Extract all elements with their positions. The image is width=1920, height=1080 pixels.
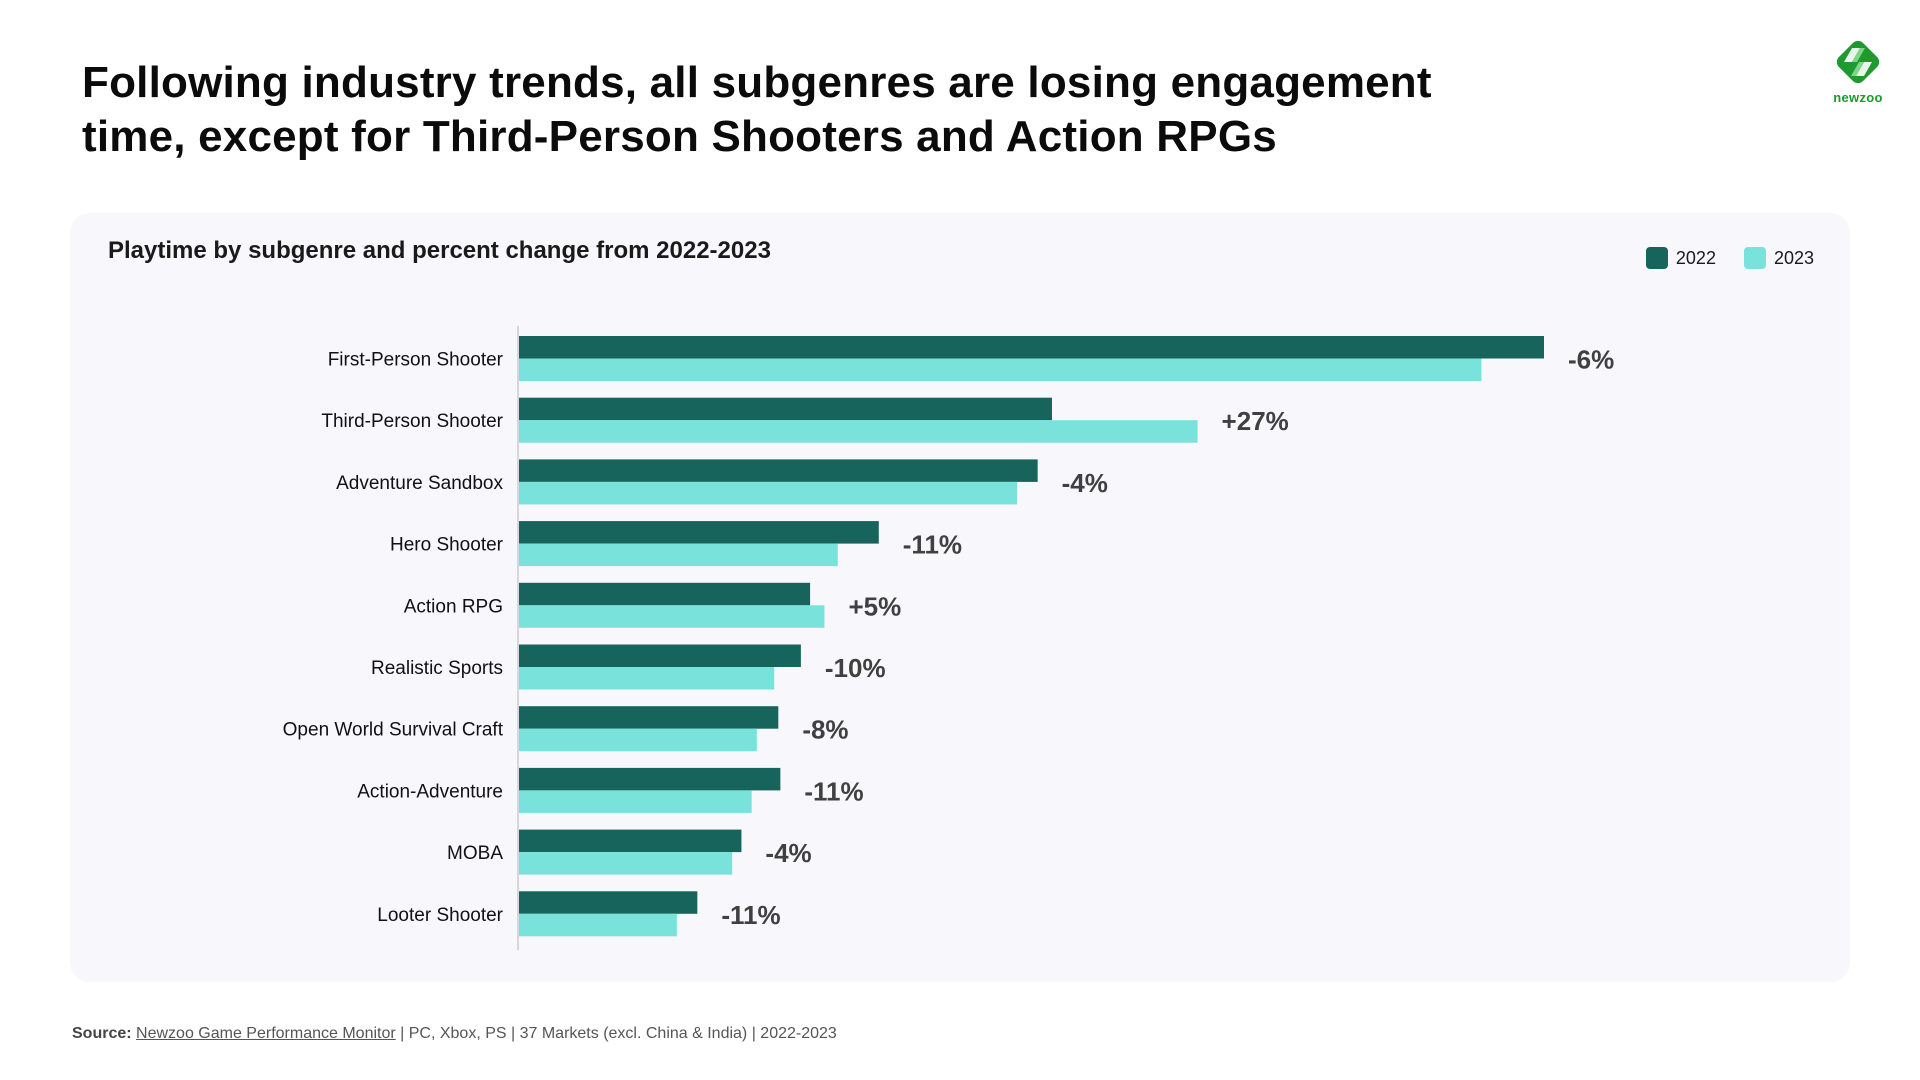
bar-2022 bbox=[519, 582, 811, 606]
source-label: Source: bbox=[72, 1025, 132, 1042]
logo-text: newzoo bbox=[1833, 90, 1883, 105]
page-title: Following industry trends, all subgenres… bbox=[82, 56, 1582, 164]
bar-2022 bbox=[519, 644, 801, 667]
legend-label-2023: 2023 bbox=[1773, 247, 1814, 268]
bar-2023 bbox=[519, 790, 752, 813]
legend-item-2022: 2022 bbox=[1645, 247, 1716, 269]
category-label: Looter Shooter bbox=[377, 905, 503, 926]
percent-change-label: -6% bbox=[1568, 345, 1614, 375]
legend-label-2022: 2022 bbox=[1675, 247, 1716, 268]
category-label: Action-Adventure bbox=[357, 781, 503, 802]
category-label: Hero Shooter bbox=[390, 535, 504, 556]
newzoo-logo: newzoo bbox=[1826, 36, 1890, 106]
legend-item-2023: 2023 bbox=[1743, 247, 1814, 269]
source-link[interactable]: Newzoo Game Performance Monitor bbox=[136, 1025, 396, 1042]
bar-2022 bbox=[519, 336, 1544, 359]
category-labels: First-Person Shooter Third-Person Shooter… bbox=[283, 350, 504, 926]
chart-legend: 2022 2023 bbox=[1645, 247, 1814, 269]
percent-change-label: -8% bbox=[802, 715, 848, 745]
bar-2023 bbox=[519, 481, 1018, 505]
percent-change-label: -10% bbox=[825, 653, 886, 683]
legend-swatch-2022 bbox=[1645, 247, 1668, 269]
bar-2022 bbox=[519, 829, 742, 853]
bar-2022 bbox=[519, 706, 779, 729]
category-label: Open World Survival Craft bbox=[283, 720, 504, 741]
bar-2023 bbox=[519, 913, 677, 937]
category-label: MOBA bbox=[447, 843, 503, 864]
percent-change-label: -4% bbox=[765, 838, 811, 868]
percent-change-labels: -6% +27% -4% -11% +5% -10% -8% -11% -4% -11% bbox=[721, 345, 1614, 930]
bar-2022 bbox=[519, 891, 698, 914]
legend-swatch-2023 bbox=[1743, 247, 1766, 269]
category-label: Third-Person Shooter bbox=[321, 411, 503, 432]
bar-chart: First-Person Shooter Third-Person Shooter… bbox=[283, 326, 1614, 951]
bar-2023 bbox=[519, 605, 825, 628]
percent-change-label: +27% bbox=[1222, 406, 1289, 436]
bar-2023 bbox=[519, 543, 838, 567]
percent-change-label: -11% bbox=[804, 776, 863, 806]
category-label: First-Person Shooter bbox=[328, 350, 504, 371]
bar-2022 bbox=[519, 459, 1038, 482]
bar-2023 bbox=[519, 667, 775, 690]
source-details: | PC, Xbox, PS | 37 Markets (excl. China… bbox=[395, 1025, 837, 1042]
chart-card: Playtime by subgenre and percent change … bbox=[70, 213, 1850, 982]
category-label: Realistic Sports bbox=[371, 658, 503, 679]
bar-2022 bbox=[519, 767, 781, 791]
title-line-1: Following industry trends, all subgenres… bbox=[82, 58, 1432, 107]
bar-2023 bbox=[519, 852, 733, 875]
title-line-2: time, except for Third-Person Shooters a… bbox=[82, 112, 1277, 161]
category-label: Adventure Sandbox bbox=[336, 473, 503, 494]
newzoo-logo-icon bbox=[1836, 40, 1880, 84]
percent-change-label: -11% bbox=[903, 530, 962, 560]
bar-2022 bbox=[519, 397, 1052, 421]
chart-title: Playtime by subgenre and percent change … bbox=[108, 237, 771, 264]
source-footer: Source: Newzoo Game Performance Monitor … bbox=[72, 1025, 837, 1043]
percent-change-label: -4% bbox=[1062, 468, 1108, 498]
percent-change-label: +5% bbox=[848, 591, 901, 621]
bar-2023 bbox=[519, 358, 1482, 381]
category-label: Action RPG bbox=[404, 596, 503, 617]
bar-2022 bbox=[519, 521, 879, 544]
bar-2023 bbox=[519, 728, 757, 752]
percent-change-label: -11% bbox=[721, 900, 780, 930]
bars-group bbox=[519, 336, 1544, 937]
bar-2023 bbox=[519, 420, 1198, 443]
